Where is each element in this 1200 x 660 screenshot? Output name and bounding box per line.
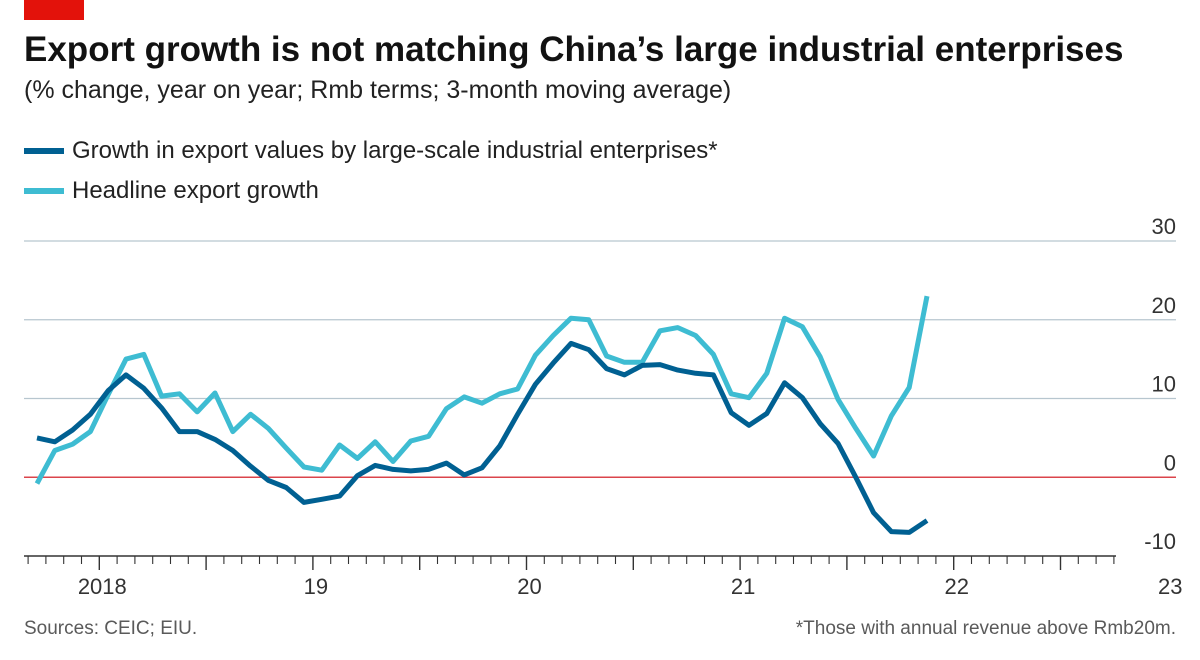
series-line-large-enterprises xyxy=(36,340,929,535)
x-tick-label-21: 21 xyxy=(731,574,755,599)
x-tick-label-19: 19 xyxy=(304,574,328,599)
legend-label-headline-exports: Headline export growth xyxy=(72,177,319,204)
chart-title: Export growth is not matching China’s la… xyxy=(24,30,1124,69)
legend-item-large-enterprises: Growth in export values by large-scale i… xyxy=(24,136,718,166)
gridlines xyxy=(24,240,1176,400)
brand-red-tag xyxy=(24,0,84,20)
y-tick-label-0: 0 xyxy=(1164,450,1176,475)
y-tick-label-30: 30 xyxy=(1152,214,1176,239)
y-tick-label--10: -10 xyxy=(1144,529,1176,554)
y-tick-label-10: 10 xyxy=(1152,372,1176,397)
footnote: *Those with annual revenue above Rmb20m. xyxy=(795,618,1176,639)
series-lines xyxy=(34,295,930,535)
x-tick-label-20: 20 xyxy=(517,574,541,599)
x-tick-label-22: 22 xyxy=(944,574,968,599)
y-axis-labels: 30 20 10 0 -10 xyxy=(1144,214,1176,554)
x-tick-label-2018: 2018 xyxy=(78,574,127,599)
y-tick-label-20: 20 xyxy=(1152,293,1176,318)
chart-subtitle: (% change, year on year; Rmb terms; 3-mo… xyxy=(24,76,732,104)
legend-swatch-dark-blue xyxy=(24,148,64,154)
line-chart: 2018 19 20 21 22 23 30 20 10 0 -10 xyxy=(24,214,1183,599)
legend-swatch-light-blue xyxy=(24,188,64,194)
x-tick-label-23: 23 xyxy=(1158,574,1182,599)
source-note: Sources: CEIC; EIU. xyxy=(24,618,198,639)
series-line-headline-exports xyxy=(34,295,930,485)
x-axis: 2018 19 20 21 22 23 xyxy=(24,555,1183,599)
legend-label-large-enterprises: Growth in export values by large-scale i… xyxy=(72,137,718,164)
legend-item-headline-exports: Headline export growth xyxy=(24,176,319,206)
